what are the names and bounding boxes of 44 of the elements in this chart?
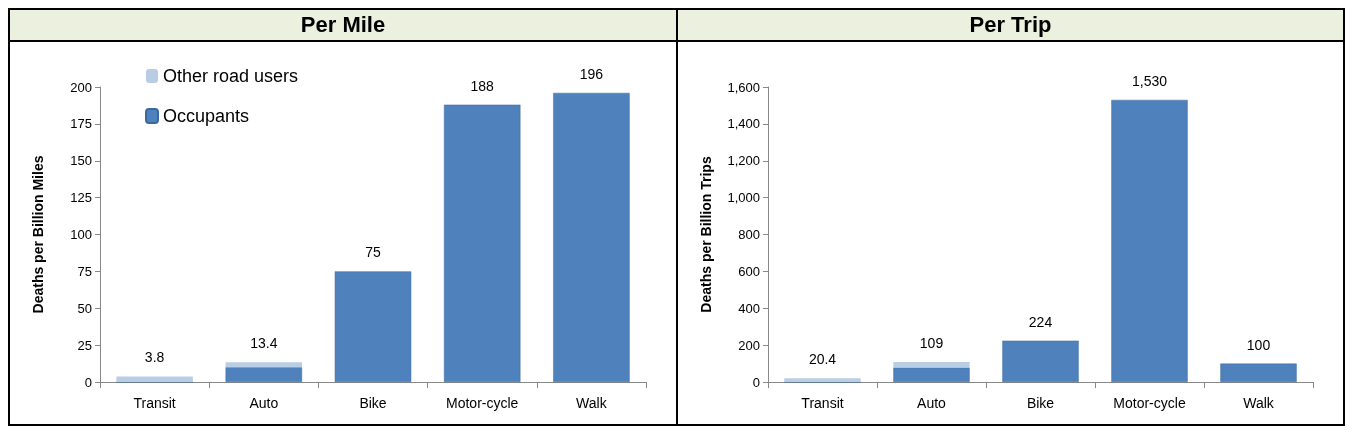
y-tick-label: 1,000	[727, 190, 760, 206]
total-label: 13.4	[250, 335, 278, 352]
total-label: 224	[1028, 313, 1053, 330]
x-tick-label: Transit	[133, 395, 176, 411]
y-tick-label: 600	[738, 263, 760, 279]
x-tick-label: Motor-cycle	[1113, 395, 1186, 411]
y-axis-title: Deaths per Billion Miles	[30, 155, 46, 314]
chart-title: Per Mile	[10, 10, 676, 42]
legend-label: Occupants	[163, 106, 250, 126]
y-tick-label: 0	[752, 374, 760, 390]
x-tick-label: Bike	[1026, 395, 1055, 411]
total-label: 75	[365, 244, 381, 261]
x-tick-label: Auto	[249, 395, 279, 411]
y-tick-label: 1,600	[727, 79, 760, 95]
total-label: 3.8	[144, 349, 165, 366]
x-tick-label: Walk	[1243, 395, 1275, 411]
total-label: 20.4	[808, 351, 837, 368]
y-tick-label: 0	[84, 374, 92, 390]
y-tick-label: 200	[70, 79, 92, 95]
x-tick-label: Auto	[917, 395, 947, 411]
total-label: 188	[470, 77, 495, 94]
y-tick-label: 75	[77, 263, 92, 279]
x-tick-label: Bike	[359, 395, 387, 411]
y-tick-label: 800	[738, 227, 760, 242]
total-label: 196	[579, 65, 604, 82]
y-tick-label: 200	[738, 337, 760, 353]
y-tick-label: 25	[77, 337, 92, 353]
y-tick-label: 175	[70, 116, 92, 132]
total-label: 100	[1246, 336, 1271, 353]
y-tick-label: 150	[70, 153, 92, 169]
x-tick-label: Motor-cycle	[446, 395, 519, 411]
total-label: 1,530	[1131, 72, 1168, 89]
y-tick-label: 1,200	[727, 153, 760, 169]
y-tick-label: 1,400	[727, 116, 760, 132]
y-tick-label: 50	[77, 300, 92, 316]
chart-title: Per Trip	[678, 10, 1343, 42]
legend-label: Other road users	[163, 66, 299, 86]
y-tick-label: 400	[738, 300, 760, 316]
x-tick-label: Transit	[801, 395, 844, 411]
total-label: 109	[919, 334, 944, 351]
y-tick-label: 125	[70, 190, 92, 206]
y-tick-label: 100	[70, 227, 92, 242]
x-tick-label: Walk	[576, 395, 608, 411]
y-axis-title: Deaths per Billion Trips	[698, 156, 714, 313]
